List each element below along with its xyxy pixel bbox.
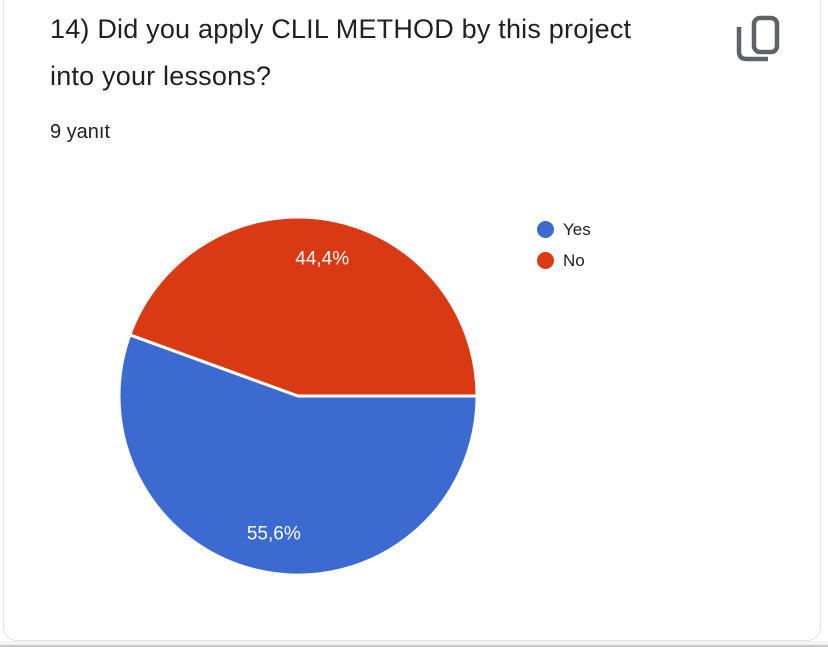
legend-dot-no [537,252,554,269]
page-bottom-background [0,641,828,647]
chart-legend: Yes No [537,214,591,276]
pie-slice-yes [117,333,479,577]
pie-label-yes: 55,6% [247,524,301,545]
legend-label-no: No [563,250,585,270]
legend-dot-yes [537,221,554,238]
response-count: 9 yanıt [50,121,111,143]
legend-label-yes: Yes [563,219,591,239]
copy-icon [736,15,780,62]
pie-slice-no [128,215,479,398]
pie-label-no: 44,4% [295,249,349,270]
legend-item-yes: Yes [537,214,591,245]
question-title: 14) Did you apply CLIL METHOD by this pr… [50,14,632,91]
bottom-edge-divider [0,645,828,647]
copy-chart-button[interactable] [733,12,783,66]
legend-item-no: No [537,245,591,276]
